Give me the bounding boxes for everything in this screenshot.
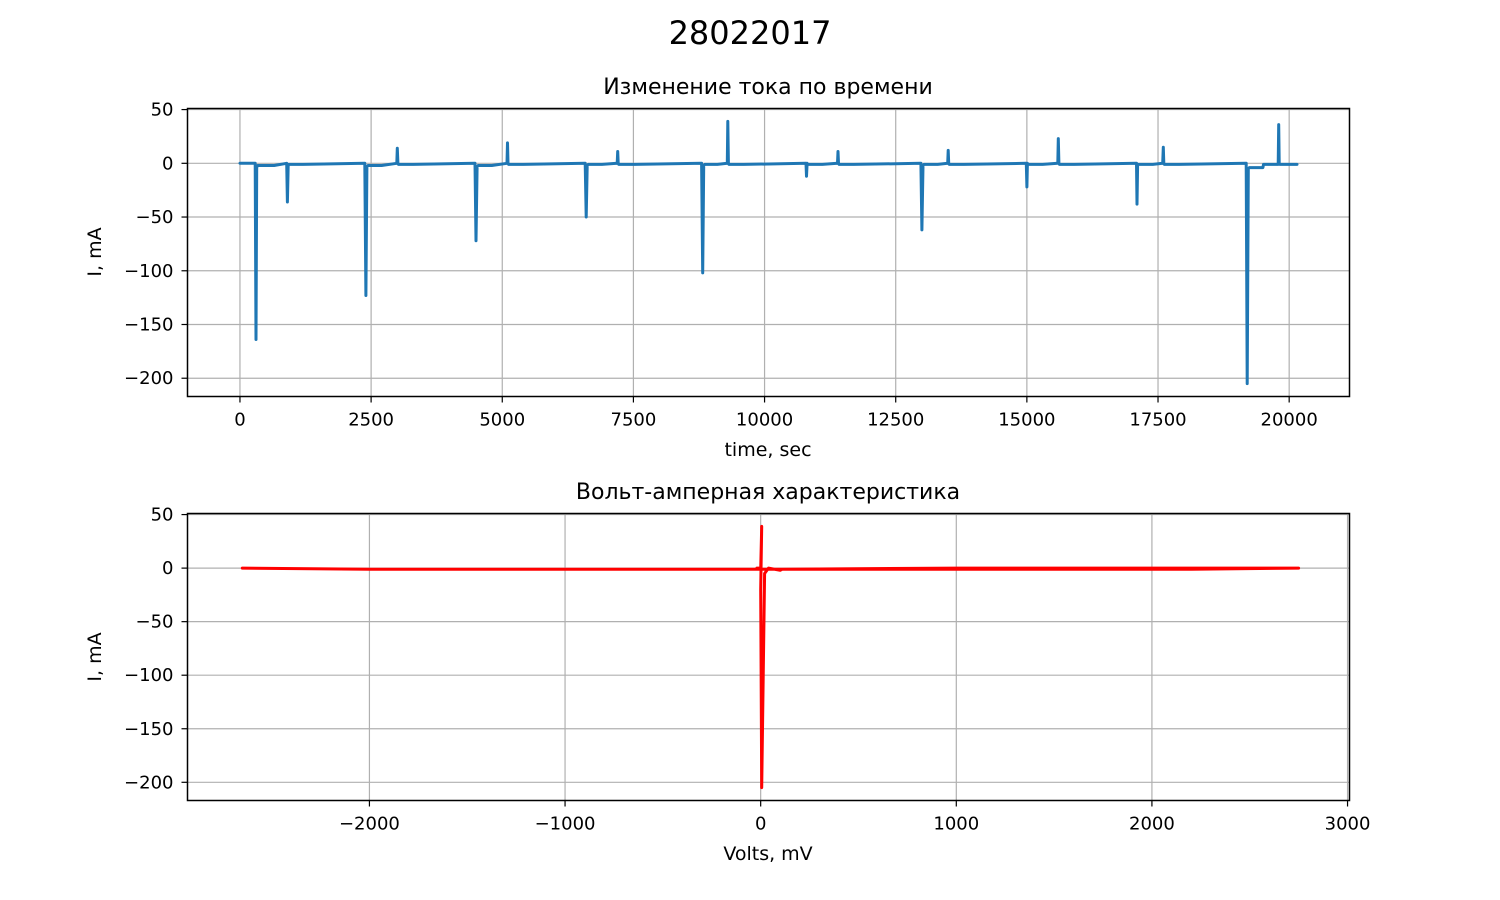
x-tick-label: 0 (755, 814, 766, 835)
y-tick-label: 50 (151, 505, 174, 526)
x-tick-label: 1000 (933, 814, 979, 835)
figure-title: 28022017 (669, 14, 832, 52)
x-tick-label: 2000 (1129, 814, 1175, 835)
time-chart-frame (186, 107, 1351, 398)
y-tick-label: −100 (124, 261, 173, 282)
y-tick-label: −100 (124, 665, 173, 686)
iv-chart-x-ticks: −2000 −1000 0 1000 2000 3000 (339, 800, 1371, 835)
y-tick-label: −50 (136, 612, 174, 633)
iv-chart-grid (187, 513, 1350, 801)
y-tick-label: −200 (124, 772, 173, 793)
iv-chart-plot-area (240, 524, 1301, 790)
x-tick-label: 10000 (736, 410, 793, 431)
x-tick-label: 5000 (479, 410, 525, 431)
series-line (238, 119, 1299, 386)
time-chart-y-ticks: 50 0 −50 −100 −150 −200 (124, 100, 188, 389)
x-tick-label: 0 (234, 410, 245, 431)
x-tick-label: −1000 (535, 814, 596, 835)
x-tick-label: −2000 (339, 814, 400, 835)
time-chart-plot-area (238, 119, 1299, 386)
y-tick-label: −150 (124, 315, 173, 336)
x-tick-label: 12500 (867, 410, 924, 431)
iv-chart-title: Вольт-амперная характеристика (576, 480, 960, 505)
y-tick-label: 0 (162, 153, 173, 174)
time-chart-title: Изменение тока по времени (603, 75, 933, 100)
series-line (240, 524, 1301, 790)
y-tick-label: 50 (151, 100, 174, 121)
time-chart-xlabel: time, sec (724, 439, 811, 461)
iv-chart-frame (186, 512, 1351, 802)
time-chart-ylabel: I, mA (84, 227, 106, 276)
y-tick-label: 0 (162, 558, 173, 579)
x-tick-label: 17500 (1129, 410, 1186, 431)
x-tick-label: 20000 (1261, 410, 1318, 431)
iv-curve-axes: Вольт-амперная характеристика −2000 −1000… (84, 480, 1370, 865)
x-tick-label: 7500 (611, 410, 657, 431)
time-chart-x-ticks: 0 2500 5000 7500 10000 12500 15000 17500 20000 (234, 396, 1318, 431)
time-chart-grid (187, 108, 1350, 397)
x-tick-label: 2500 (348, 410, 394, 431)
y-tick-label: −200 (124, 368, 173, 389)
iv-chart-xlabel: Volts, mV (723, 843, 812, 865)
x-tick-label: 3000 (1325, 814, 1371, 835)
x-tick-label: 15000 (998, 410, 1055, 431)
y-tick-label: −150 (124, 719, 173, 740)
iv-chart-ylabel: I, mA (84, 632, 106, 681)
iv-chart-y-ticks: 50 0 −50 −100 −150 −200 (124, 505, 188, 793)
time-current-axes: Изменение тока по времени 0 2500 5000 7500 1… (84, 75, 1351, 461)
y-tick-label: −50 (136, 207, 174, 228)
